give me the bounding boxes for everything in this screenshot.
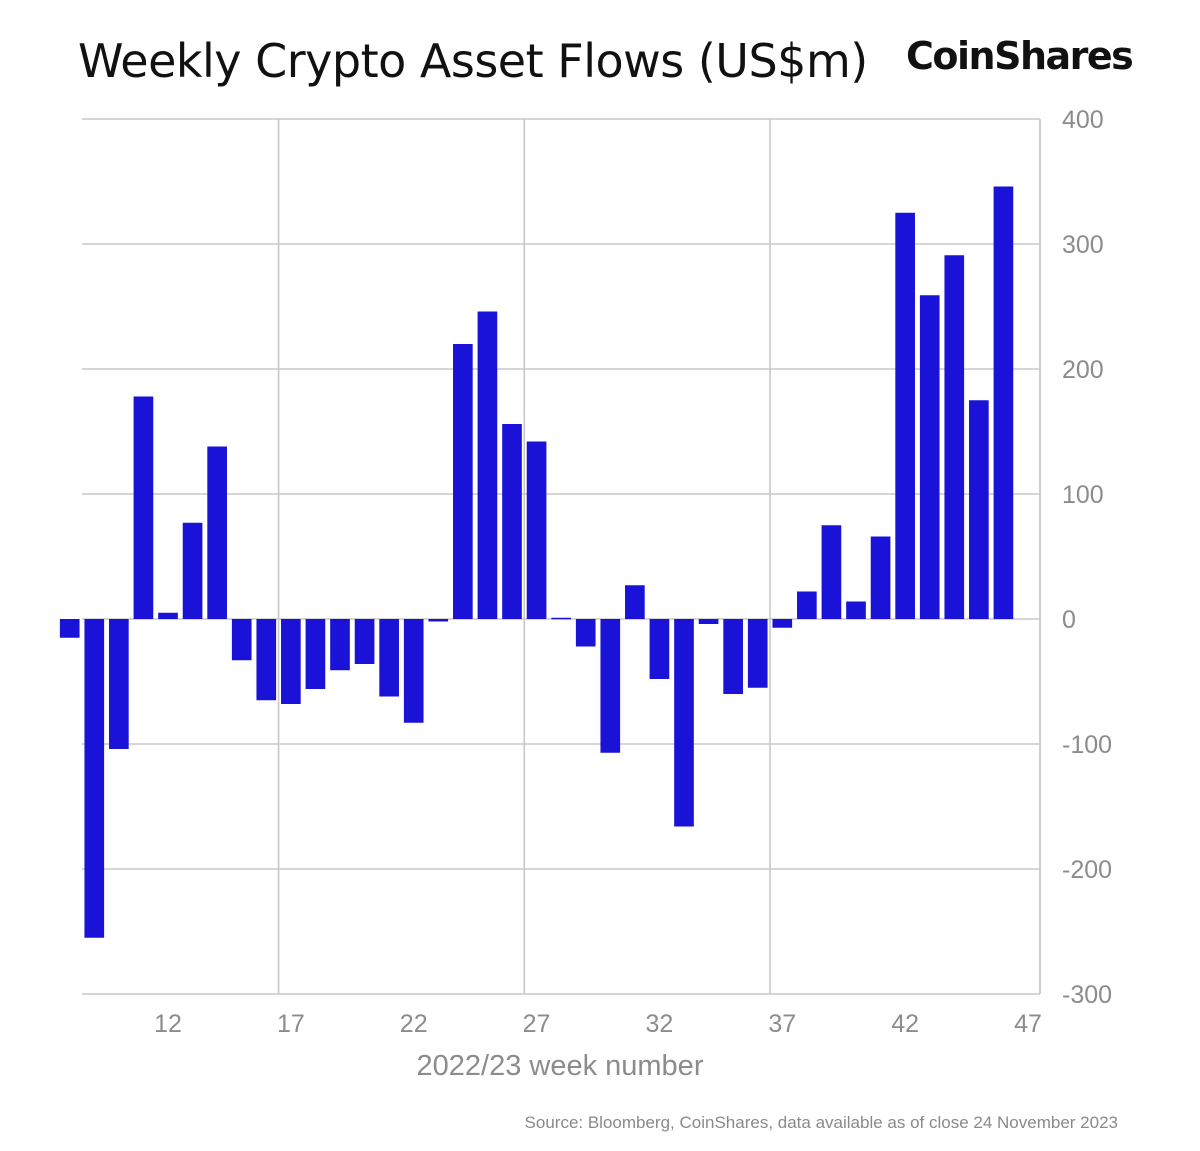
chart-svg: 400 300 200 100 0 -100 -200 -300 12 17 22 27 32 37 42 4… (59, 106, 1112, 1082)
bar (379, 619, 399, 697)
bar (256, 619, 277, 701)
bar (354, 619, 375, 664)
bar (993, 186, 1014, 619)
bar (649, 619, 670, 679)
bar (575, 619, 596, 647)
bar (551, 617, 571, 620)
bar (747, 619, 768, 688)
x-tick-label: 42 (891, 1010, 919, 1038)
bar (895, 212, 915, 619)
y-tick-label: 0 (1062, 606, 1076, 634)
bar (182, 522, 203, 619)
x-tick-label: 32 (646, 1010, 674, 1038)
bar (84, 619, 105, 938)
x-tick-label: 17 (277, 1010, 305, 1038)
y-tick-label: -100 (1062, 731, 1112, 759)
bar (821, 525, 842, 619)
source-note: Source: Bloomberg, CoinShares, data avai… (524, 1113, 1118, 1132)
bar (944, 255, 965, 619)
y-tick-label: 400 (1062, 106, 1104, 134)
y-tick-label: 100 (1062, 481, 1104, 509)
brand-logo: CoinShares (906, 34, 1134, 78)
bar (133, 396, 154, 619)
bar (625, 585, 645, 619)
x-tick-label: 22 (400, 1010, 428, 1038)
bar (281, 619, 301, 704)
y-tick-label: 200 (1062, 356, 1104, 384)
bar (207, 446, 227, 619)
bar (330, 619, 350, 671)
bar (403, 619, 424, 723)
bar (600, 619, 621, 753)
bar (674, 619, 694, 827)
bar (109, 619, 129, 749)
bar (305, 619, 326, 689)
x-tick-label: 37 (768, 1010, 796, 1038)
bar (502, 424, 522, 619)
bar (919, 295, 940, 619)
bar-layer (59, 186, 1014, 938)
chart-title: Weekly Crypto Asset Flows (US$m) (78, 34, 868, 88)
x-tick-label: 47 (1014, 1010, 1042, 1038)
bar (846, 601, 866, 619)
x-axis-label: 2022/23 week number (417, 1050, 704, 1082)
bar (723, 619, 743, 694)
bar (526, 441, 547, 619)
bar (158, 612, 178, 619)
bar (698, 619, 719, 624)
bar (428, 619, 449, 622)
axis-layer: 400 300 200 100 0 -100 -200 -300 12 17 22 27 32 37 42 4… (154, 106, 1112, 1038)
bar (231, 619, 252, 661)
bar (59, 619, 80, 638)
bar (870, 536, 891, 619)
x-tick-label: 27 (523, 1010, 551, 1038)
y-tick-label: -300 (1062, 981, 1112, 1009)
bar (453, 344, 473, 619)
y-tick-label: 300 (1062, 231, 1104, 259)
bar (477, 311, 498, 619)
bar (969, 400, 989, 619)
y-tick-label: -200 (1062, 856, 1112, 884)
bar (772, 619, 793, 628)
x-tick-label: 12 (154, 1010, 182, 1038)
bar (797, 591, 817, 619)
